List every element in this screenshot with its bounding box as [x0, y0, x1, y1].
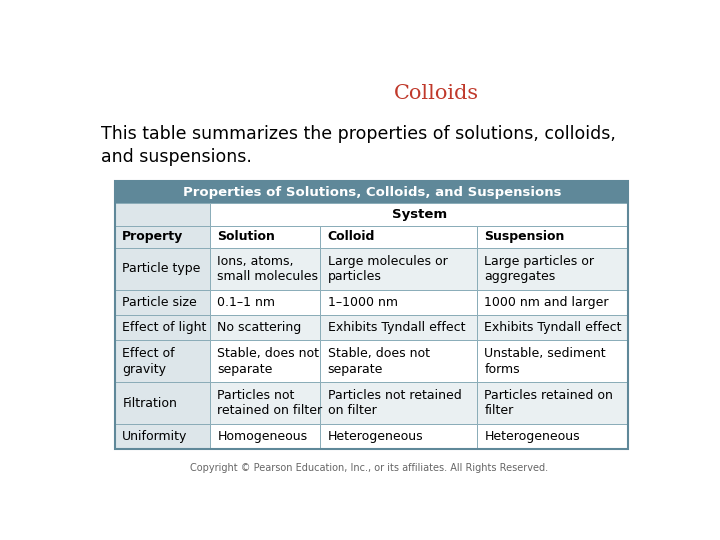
Bar	[320, 315, 477, 340]
Bar	[477, 424, 629, 449]
Text: Property: Property	[122, 231, 184, 244]
Text: Colloids: Colloids	[393, 84, 479, 103]
Bar	[320, 248, 477, 290]
Text: 1000 nm and larger: 1000 nm and larger	[485, 296, 609, 309]
Bar	[210, 204, 629, 226]
Text: Effect of light: Effect of light	[122, 321, 207, 334]
Text: Effect of
gravity: Effect of gravity	[122, 347, 175, 376]
Bar	[477, 290, 629, 315]
Bar	[477, 340, 629, 382]
Text: Heterogeneous: Heterogeneous	[328, 430, 423, 443]
Bar	[210, 315, 320, 340]
Bar	[477, 382, 629, 424]
Text: Stable, does not
separate: Stable, does not separate	[328, 347, 430, 376]
Bar	[320, 424, 477, 449]
Text: Particles not retained
on filter: Particles not retained on filter	[328, 389, 462, 417]
Text: Particles retained on
filter: Particles retained on filter	[485, 389, 613, 417]
Text: Solution: Solution	[217, 231, 275, 244]
Bar	[210, 248, 320, 290]
Bar	[115, 315, 210, 340]
Bar	[115, 181, 629, 204]
Text: Large particles or
aggregates: Large particles or aggregates	[485, 255, 594, 283]
Bar	[115, 248, 210, 290]
Bar	[115, 424, 210, 449]
Bar	[210, 340, 320, 382]
Bar	[115, 204, 210, 226]
Bar	[320, 382, 477, 424]
Bar	[210, 290, 320, 315]
Bar	[320, 340, 477, 382]
Text: Exhibits Tyndall effect: Exhibits Tyndall effect	[328, 321, 465, 334]
Text: Suspension: Suspension	[485, 231, 564, 244]
Bar	[115, 181, 629, 449]
Text: Properties of Solutions, Colloids, and Suspensions: Properties of Solutions, Colloids, and S…	[183, 186, 561, 199]
Text: 0.1–1 nm: 0.1–1 nm	[217, 296, 275, 309]
Bar	[320, 290, 477, 315]
Bar	[210, 382, 320, 424]
Text: Particle size: Particle size	[122, 296, 197, 309]
Text: Ions, atoms,
small molecules: Ions, atoms, small molecules	[217, 255, 318, 283]
Bar	[210, 424, 320, 449]
Bar	[115, 226, 210, 248]
Bar	[477, 226, 629, 248]
Text: Stable, does not
separate: Stable, does not separate	[217, 347, 320, 376]
Bar	[115, 382, 210, 424]
Text: This table summarizes the properties of solutions, colloids,
and suspensions.: This table summarizes the properties of …	[101, 125, 616, 166]
Bar	[477, 315, 629, 340]
Text: Exhibits Tyndall effect: Exhibits Tyndall effect	[485, 321, 622, 334]
Text: Copyright © Pearson Education, Inc., or its affiliates. All Rights Reserved.: Copyright © Pearson Education, Inc., or …	[190, 463, 548, 473]
Text: Heterogeneous: Heterogeneous	[485, 430, 580, 443]
Text: Unstable, sediment
forms: Unstable, sediment forms	[485, 347, 606, 376]
Text: Particle type: Particle type	[122, 262, 201, 275]
Bar	[115, 290, 210, 315]
Text: No scattering: No scattering	[217, 321, 302, 334]
Text: System: System	[392, 208, 447, 221]
Bar	[477, 248, 629, 290]
Bar	[320, 226, 477, 248]
Text: Uniformity: Uniformity	[122, 430, 188, 443]
Text: 1–1000 nm: 1–1000 nm	[328, 296, 397, 309]
Text: Particles not
retained on filter: Particles not retained on filter	[217, 389, 323, 417]
Bar	[210, 226, 320, 248]
Text: Large molecules or
particles: Large molecules or particles	[328, 255, 447, 283]
Bar	[115, 340, 210, 382]
Text: Homogeneous: Homogeneous	[217, 430, 307, 443]
Text: Colloid: Colloid	[328, 231, 375, 244]
Text: Filtration: Filtration	[122, 397, 177, 410]
